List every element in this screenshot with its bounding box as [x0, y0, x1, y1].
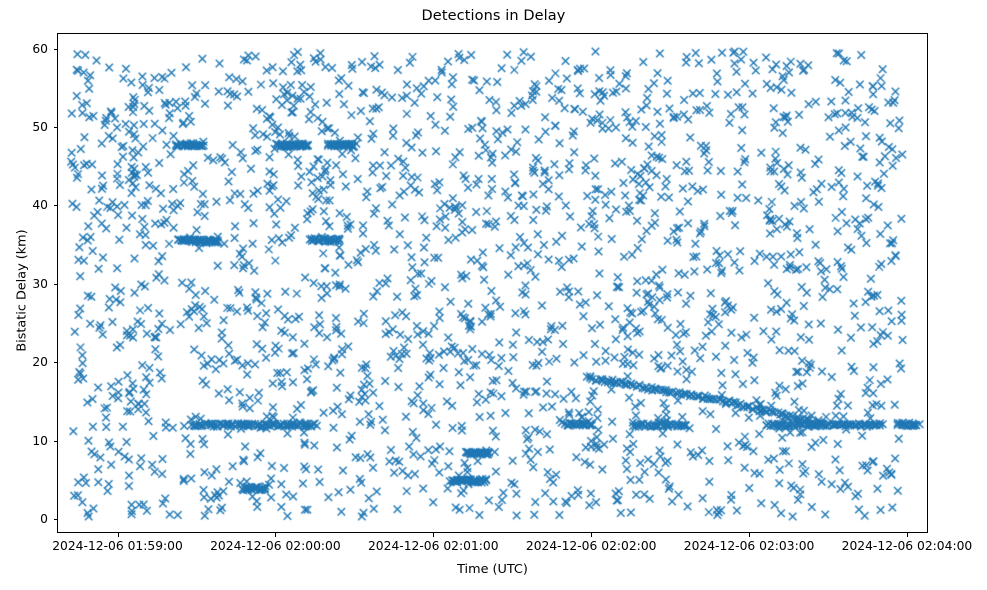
x-tick-mark: [591, 533, 593, 537]
y-tick-mark: [53, 205, 57, 207]
y-tick-label: 0: [40, 511, 48, 526]
x-tick-mark: [275, 533, 277, 537]
page-title: Detections in Delay: [421, 8, 566, 24]
x-tick-label: 2024-12-06 02:02:00: [525, 539, 657, 553]
x-tick-label: 2024-12-06 02:03:00: [683, 539, 815, 553]
x-tick-label: 2024-12-06 02:00:00: [210, 539, 341, 553]
y-tick-label: 50: [32, 120, 48, 135]
x-tick-mark: [117, 533, 119, 537]
x-tick-mark: [433, 533, 435, 537]
x-tick-label: 2024-12-06 02:04:00: [841, 539, 973, 553]
x-tick-mark: [906, 533, 908, 537]
y-tick-mark: [53, 518, 57, 520]
y-tick-label: 30: [32, 276, 48, 291]
x-axis-label: Time (UTC): [457, 562, 528, 577]
y-tick-mark: [53, 362, 57, 364]
y-tick-mark: [53, 440, 57, 442]
y-tick-label: 40: [32, 198, 48, 213]
y-axis-label: Bistatic Delay (km): [14, 229, 30, 352]
x-tick-mark: [749, 533, 751, 537]
y-tick-label: 10: [32, 433, 48, 448]
y-tick-label: 20: [32, 355, 48, 370]
y-tick-mark: [53, 283, 57, 285]
x-tick-label: 2024-12-06 02:01:00: [367, 539, 499, 553]
y-tick-mark: [53, 127, 57, 129]
plot-area[interactable]: [57, 33, 928, 533]
y-tick-mark: [53, 48, 57, 50]
scatter-series: [58, 34, 927, 532]
x-tick-label: 2024-12-06 01:59:00: [52, 539, 183, 553]
y-tick-label: 60: [32, 41, 48, 56]
